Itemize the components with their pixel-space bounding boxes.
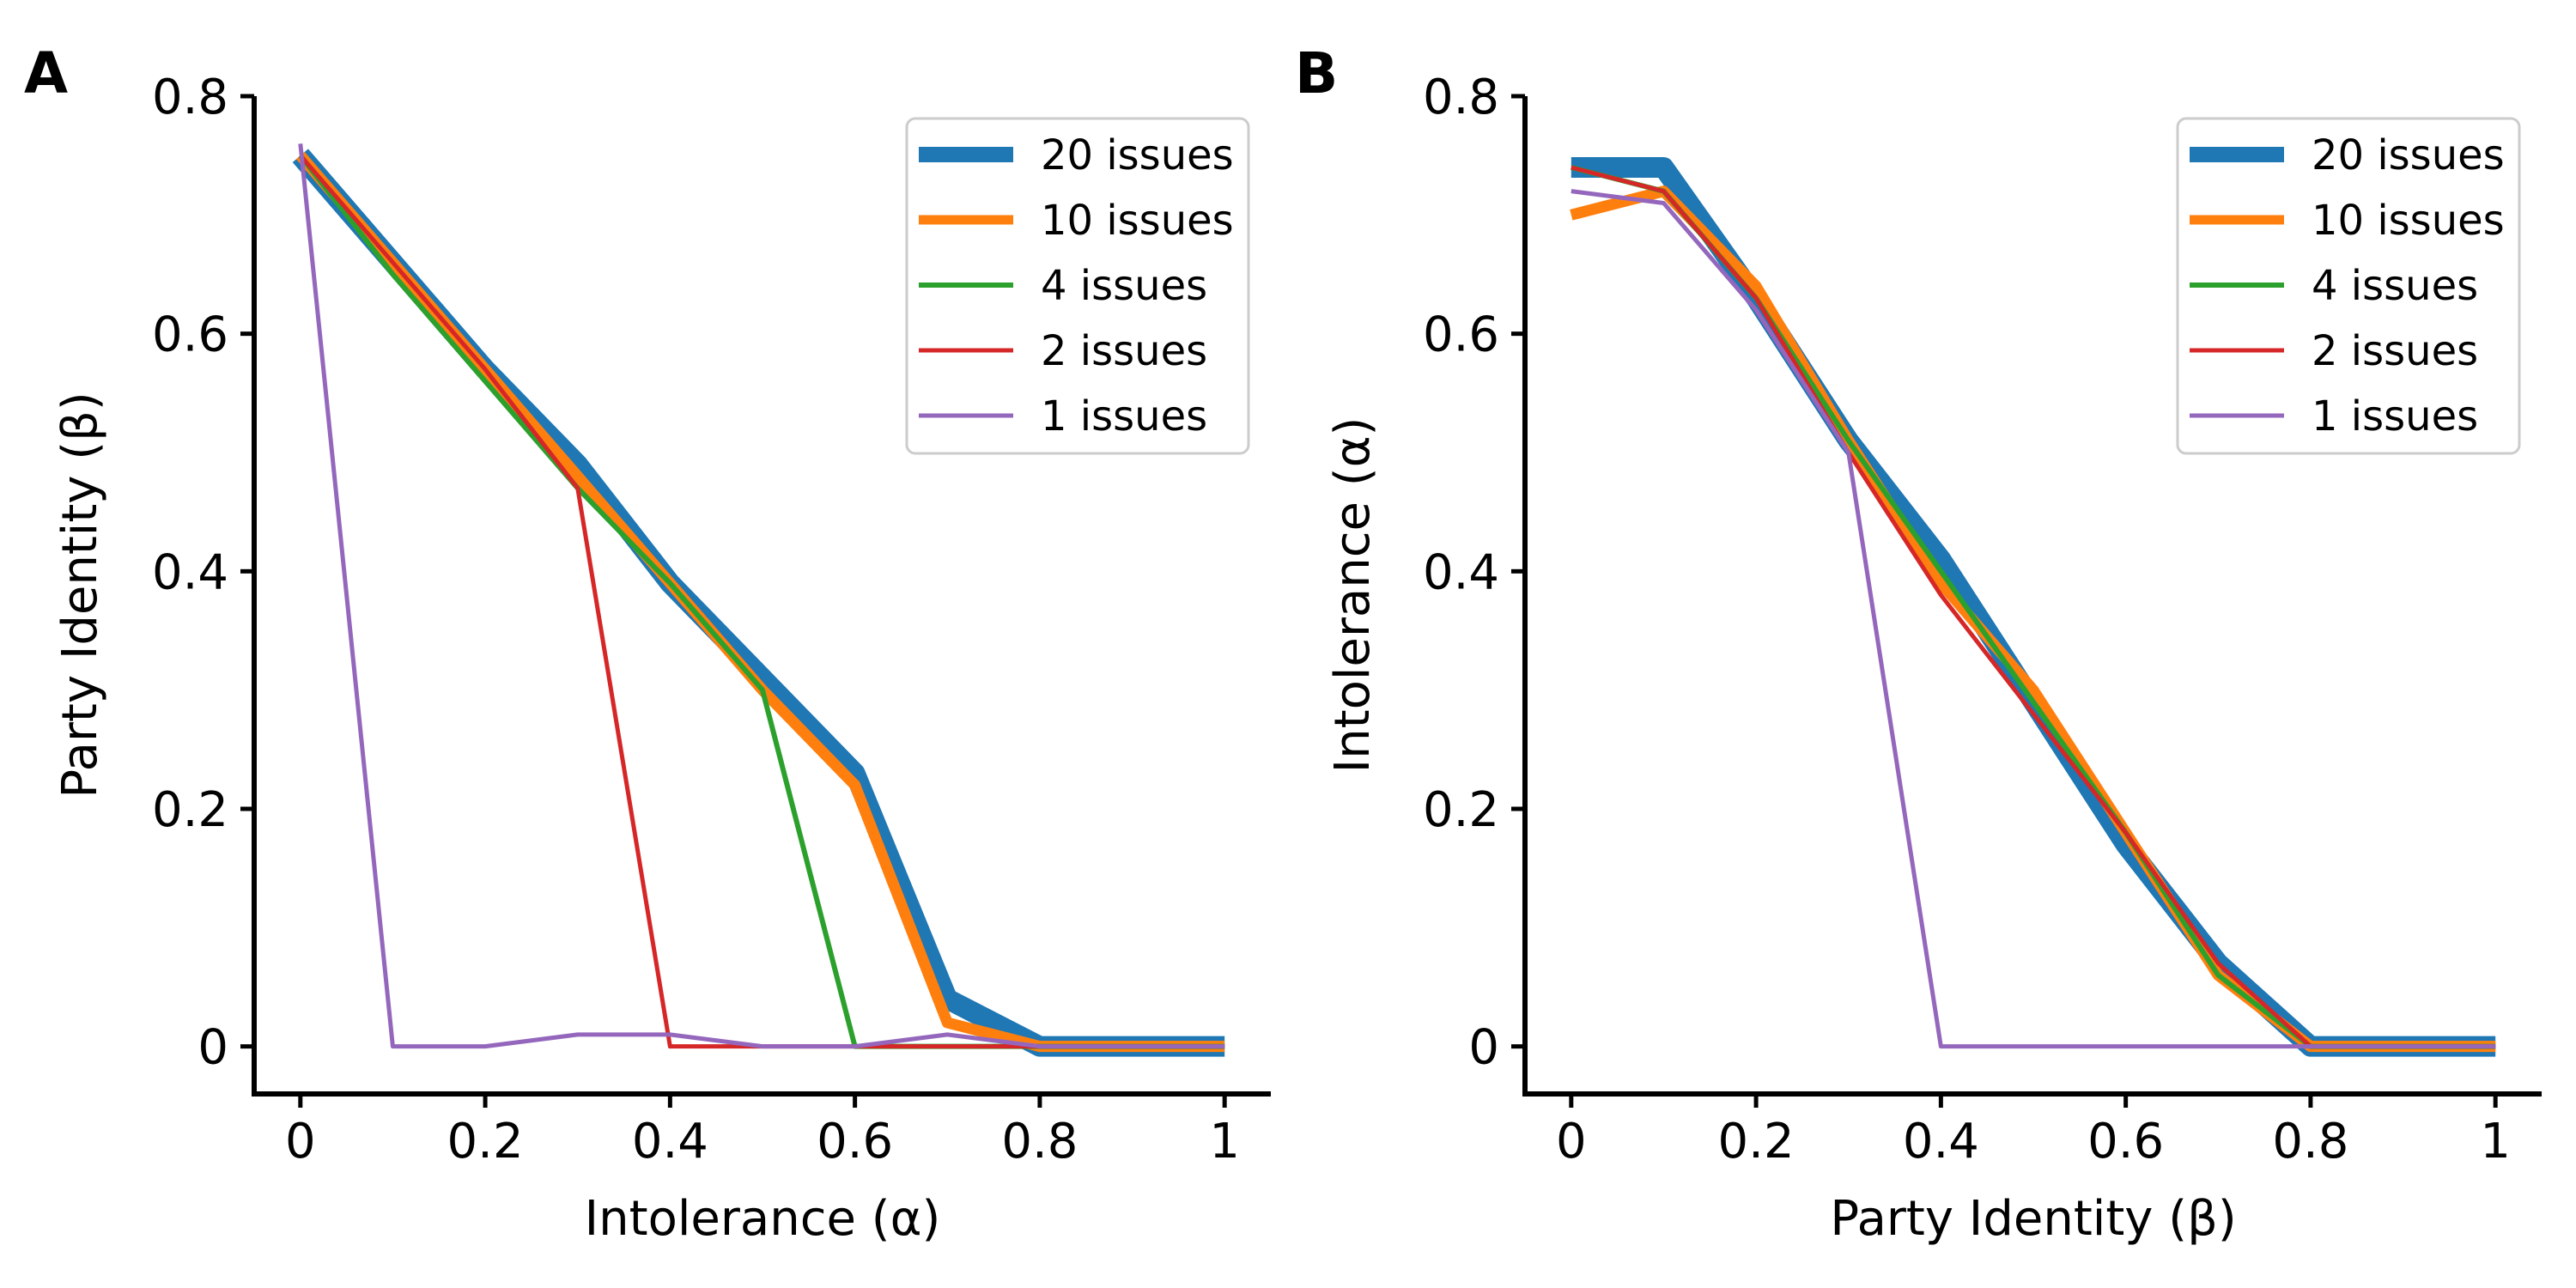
x-tick-label: 0.2 xyxy=(447,1114,524,1170)
legend-box xyxy=(905,117,1250,455)
y-tick-label: 0.4 xyxy=(1423,544,1499,600)
x-axis-label: Party Identity (β) xyxy=(1830,1191,2236,1247)
panel-letter: A xyxy=(24,40,68,106)
x-tick-label: 0.2 xyxy=(1718,1114,1795,1170)
legend-label: 1 issues xyxy=(2312,392,2478,440)
series-line-1-issues xyxy=(1571,189,2496,1049)
x-tick-label: 0.6 xyxy=(2087,1114,2164,1170)
series-line-1-issues xyxy=(298,143,1225,1049)
x-tick-label: 1 xyxy=(2480,1114,2511,1170)
x-tick-label: 0.4 xyxy=(632,1114,708,1170)
x-tick-label: 1 xyxy=(1209,1114,1240,1170)
y-axis-label: Intolerance (α) xyxy=(1325,417,1381,774)
legend-label: 10 issues xyxy=(1041,197,1234,245)
y-tick-label: 0.8 xyxy=(152,70,228,125)
legend-label: 20 issues xyxy=(2312,131,2505,179)
y-tick-label: 0.6 xyxy=(1423,307,1499,363)
x-axis-label: Intolerance (α) xyxy=(585,1191,941,1247)
legend-label: 2 issues xyxy=(1041,327,1207,375)
x-tick-label: 0.6 xyxy=(817,1114,893,1170)
legend-label: 4 issues xyxy=(1041,262,1207,310)
x-tick-label: 0 xyxy=(1556,1114,1587,1170)
x-tick-label: 0.8 xyxy=(2272,1114,2348,1170)
panel-b: B 0 0.2 0.4 0.6 0.8 1 0 0.2 0.4 0.6 0.8 Party Identi… xyxy=(1295,40,2542,1247)
legend-label: 4 issues xyxy=(2312,262,2478,310)
panel-a: A 0 0.2 0.4 0.6 0.8 1 0 0.2 0.4 0.6 0.8 Intolerance … xyxy=(24,40,1271,1247)
legend: 20 issues 10 issues 4 issues 2 issues 1 issu… xyxy=(2176,117,2521,455)
x-tick-label: 0.4 xyxy=(1903,1114,1979,1170)
legend-label: 10 issues xyxy=(2312,197,2505,245)
legend-label: 1 issues xyxy=(1041,392,1207,440)
y-tick-label: 0.4 xyxy=(152,544,228,600)
x-tick-label: 0 xyxy=(285,1114,316,1170)
y-tick-label: 0.6 xyxy=(152,307,228,363)
y-axis-label: Party Identity (β) xyxy=(52,392,108,798)
y-tick-label: 0.2 xyxy=(152,782,228,838)
x-tick-label: 0.8 xyxy=(1001,1114,1078,1170)
y-tick-label: 0.2 xyxy=(1423,782,1499,838)
panel-letter: B xyxy=(1295,40,1338,106)
y-tick-label: 0 xyxy=(197,1020,228,1076)
legend-box xyxy=(2176,117,2521,455)
y-tick-label: 0 xyxy=(1468,1020,1499,1076)
legend-label: 20 issues xyxy=(1041,131,1234,179)
y-tick-label: 0.8 xyxy=(1423,70,1499,125)
legend: 20 issues 10 issues 4 issues 2 issues 1 issu… xyxy=(905,117,1250,455)
legend-label: 2 issues xyxy=(2312,327,2478,375)
